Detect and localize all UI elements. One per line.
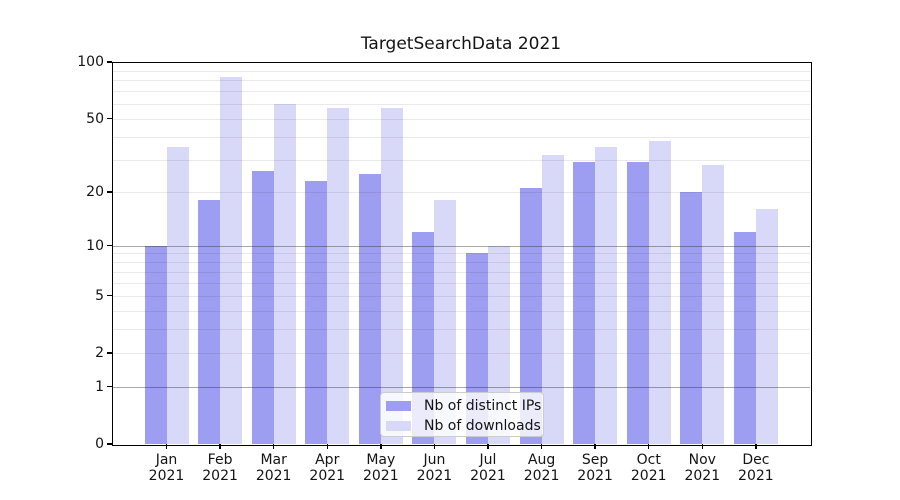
x-tick-label-feb: Feb 2021 [202,452,238,484]
bar-downloads-mar [273,103,296,444]
x-tick-label-may: May 2021 [362,452,399,484]
legend-swatch-distinct-ips [386,401,411,411]
y-tick-label-2: 2 [95,345,104,362]
y-tick-5 [107,294,112,297]
y-tick-label-1: 1 [95,378,104,395]
x-tick-dec [755,444,757,449]
gridline-y-70 [112,91,810,93]
x-tick-feb [219,444,221,449]
bar-downloads-apr [327,107,350,444]
bar-distinct-ips-jun [412,231,435,444]
gridline-y-4 [112,310,810,312]
y-tick-label-0: 0 [95,436,104,452]
gridline-y-2 [112,353,810,355]
x-tick-mar [272,444,275,449]
bar-downloads-aug [541,154,564,444]
x-tick-label-apr: Apr 2021 [309,452,346,484]
gridline-y-5 [112,295,810,297]
plot-area [112,62,812,446]
bar-distinct-ips-dec [733,231,756,444]
bar-downloads-nov [702,165,725,444]
x-tick-label-oct: Oct 2021 [630,452,667,484]
gridline-y-6 [112,282,810,284]
y-tick-20 [107,191,112,193]
bar-downloads-jan [166,147,189,444]
x-tick-jan [165,444,168,449]
x-tick-apr [326,444,328,449]
bar-distinct-ips-aug [519,188,542,444]
y-tick-2 [107,352,112,354]
y-tick-10 [107,244,112,247]
bar-downloads-feb [220,77,243,444]
legend-label-distinct-ips: Nb of distinct IPs [424,398,542,414]
bar-downloads-jun [434,200,457,444]
x-tick-label-nov: Nov 2021 [684,452,721,484]
gridline-y-1 [112,386,810,388]
legend: Nb of distinct IPs Nb of downloads [380,392,544,437]
gridline-y-90 [112,70,810,72]
legend-item-distinct-ips: Nb of distinct IPs [381,396,543,416]
y-tick-label-20: 20 [86,184,104,200]
y-tick-label-5: 5 [95,287,104,304]
gridline-y-8 [112,262,810,264]
bar-distinct-ips-nov [680,192,703,444]
x-tick-label-jan: Jan 2021 [148,452,185,484]
gridline-y-60 [112,103,810,105]
x-tick-label-jul: Jul 2021 [470,452,506,484]
x-tick-sep [594,444,596,449]
x-tick-jun [433,444,436,449]
bar-downloads-may [380,107,403,444]
bar-downloads-sep [595,147,618,444]
y-tick-50 [107,117,112,120]
gridline-y-7 [112,271,810,273]
x-tick-label-sep: Sep 2021 [577,452,613,484]
legend-item-downloads: Nb of downloads [381,416,543,436]
x-tick-may [380,444,382,449]
bar-distinct-ips-feb [198,200,221,444]
y-tick-label-100: 100 [77,54,104,70]
gridline-y-40 [112,136,810,138]
gridline-y-10 [112,245,810,247]
y-tick-0 [107,443,112,445]
y-tick-label-50: 50 [86,110,104,127]
bar-distinct-ips-apr [305,180,328,444]
bar-downloads-dec [755,209,778,444]
y-tick-label-10: 10 [86,237,104,254]
gridline-y-3 [112,329,810,331]
gridline-y-50 [112,118,810,120]
x-tick-oct [648,444,650,449]
bar-downloads-oct [648,140,671,444]
x-tick-label-mar: Mar 2021 [255,452,292,484]
bar-distinct-ips-mar [251,171,274,444]
x-tick-label-aug: Aug 2021 [523,452,560,484]
x-tick-nov [701,444,703,449]
gridline-y-9 [112,253,810,255]
y-tick-100 [107,61,112,63]
x-tick-label-jun: Jun 2021 [416,452,453,484]
bar-distinct-ips-oct [626,162,649,444]
x-tick-jul [487,444,489,449]
bar-distinct-ips-jan [144,245,167,444]
gridline-y-30 [112,159,810,161]
chart-title: TargetSearchData 2021 [360,34,562,54]
gridline-y-80 [112,80,810,82]
x-tick-aug [540,444,543,449]
legend-label-downloads: Nb of downloads [424,418,541,434]
legend-swatch-downloads [386,421,411,431]
x-tick-label-dec: Dec 2021 [738,452,774,484]
bar-distinct-ips-may [358,174,381,444]
bar-distinct-ips-sep [573,162,596,444]
gridline-y-20 [112,192,810,193]
y-tick-1 [107,385,112,388]
